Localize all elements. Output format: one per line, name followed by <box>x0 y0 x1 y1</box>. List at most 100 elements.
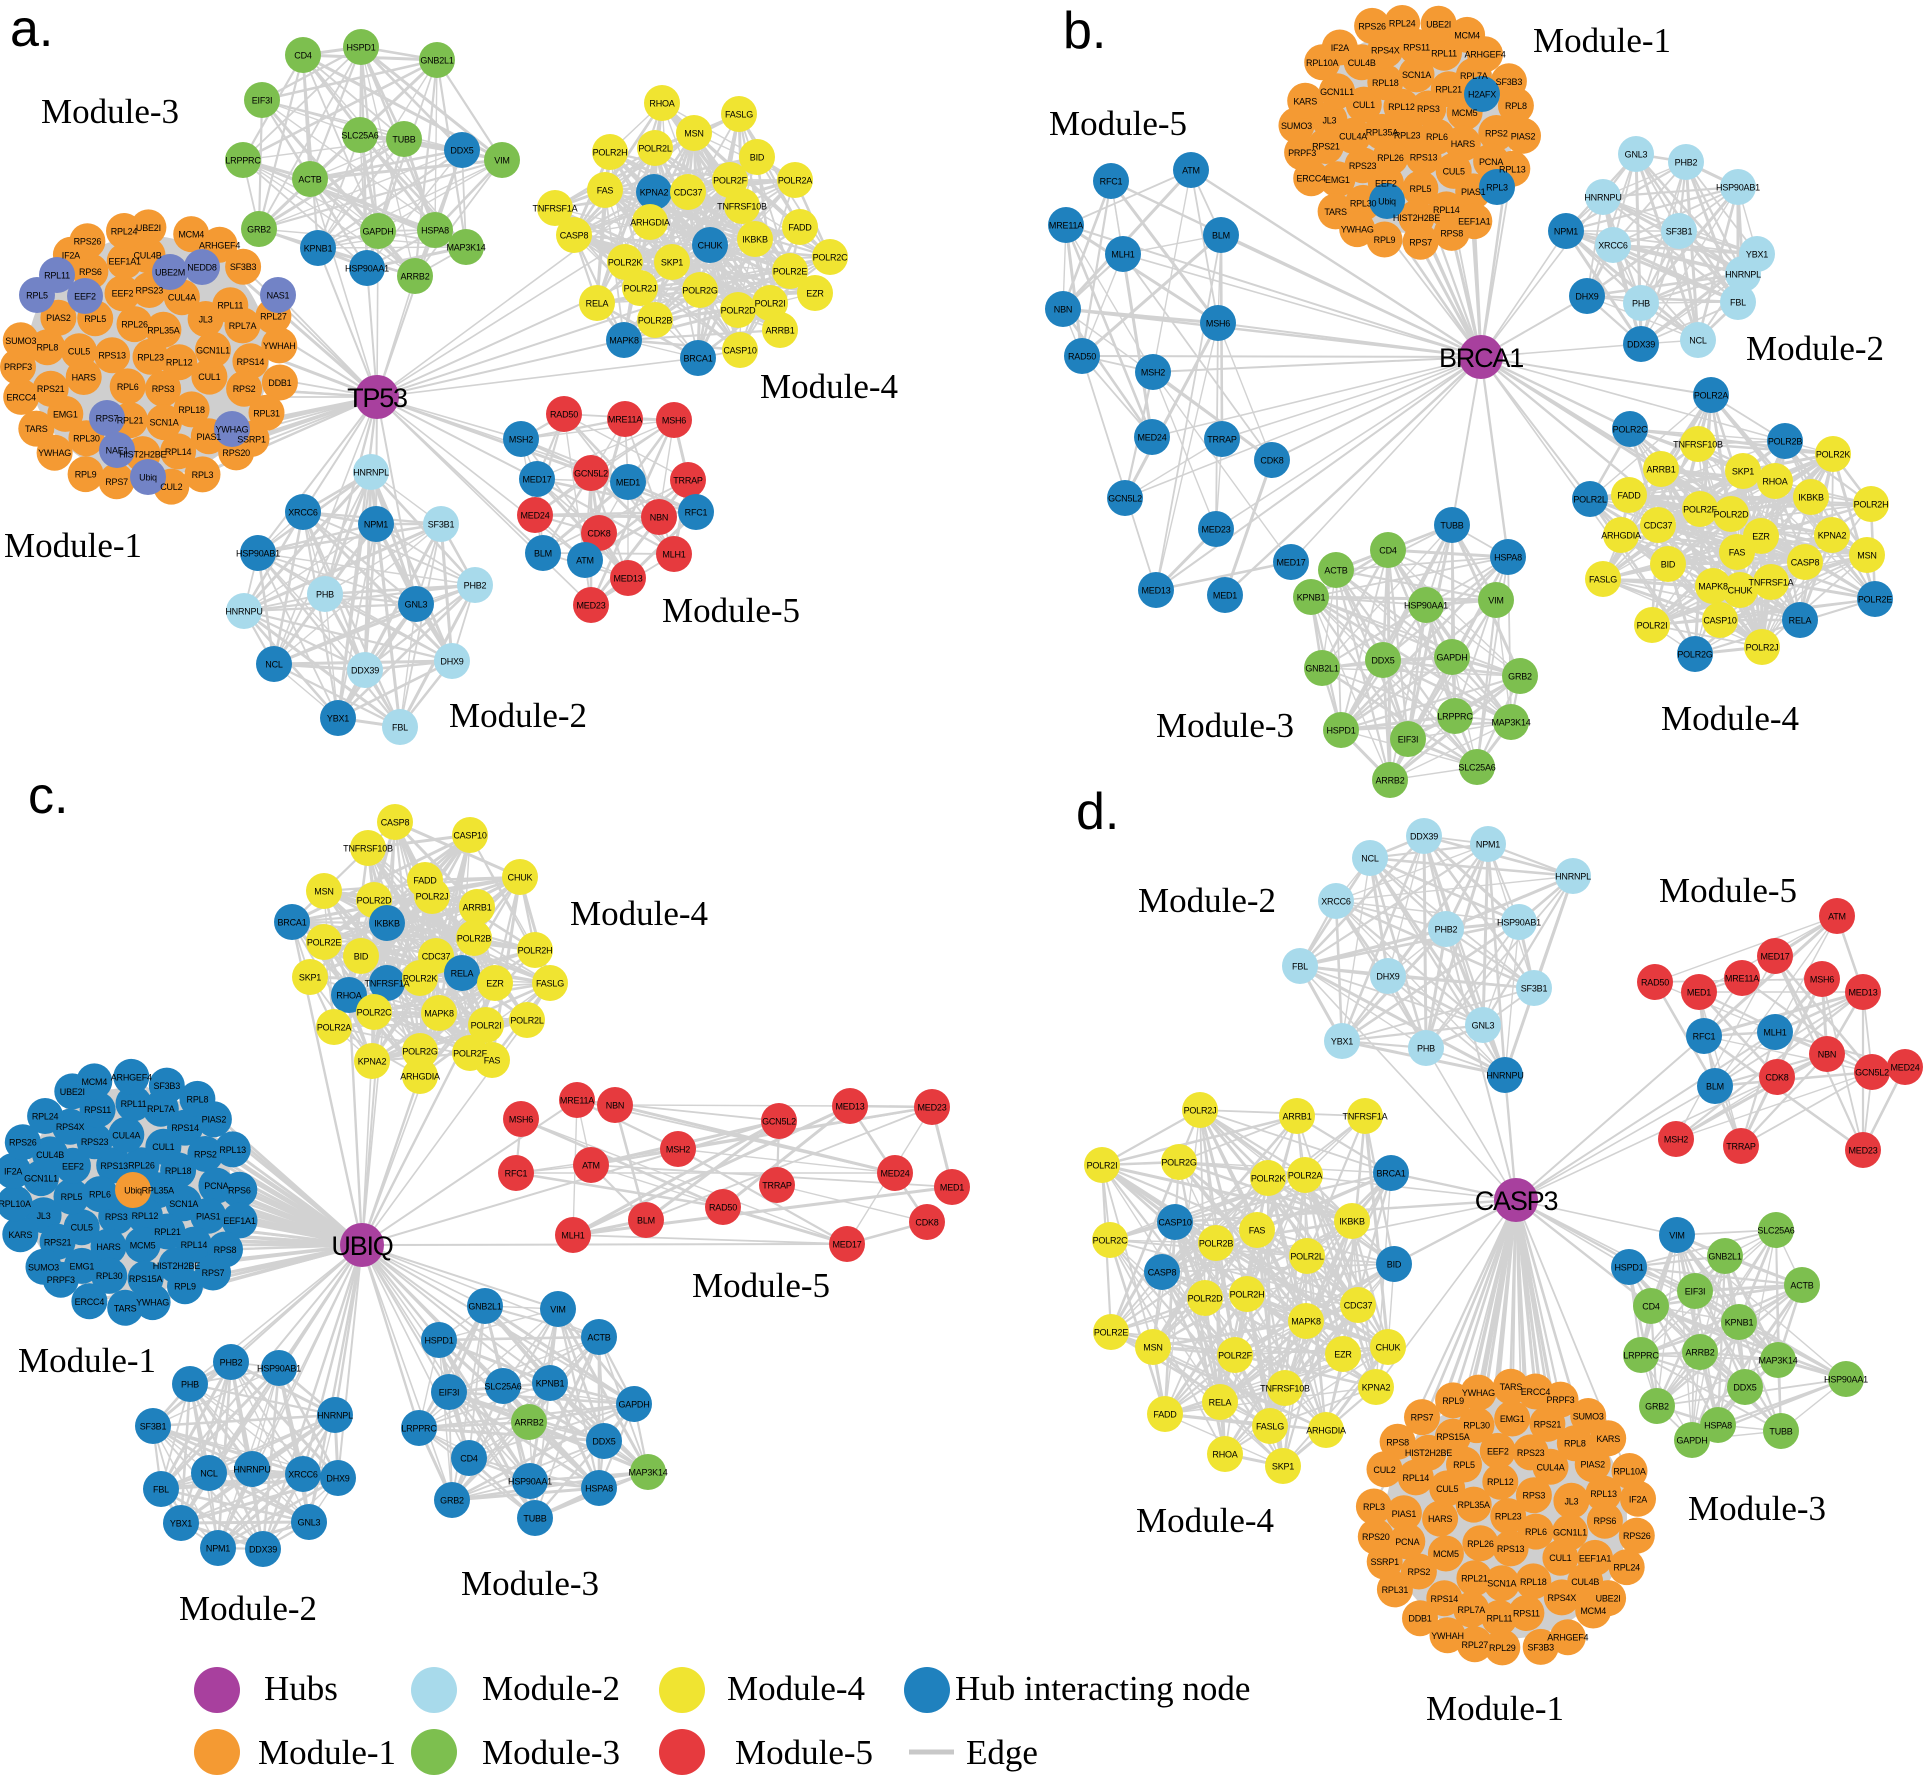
svg-text:RPS3: RPS3 <box>105 1212 128 1222</box>
svg-text:HSPD1: HSPD1 <box>1614 1263 1643 1273</box>
svg-text:TNFRSF10B: TNFRSF10B <box>717 202 767 212</box>
svg-text:VIM: VIM <box>494 156 509 166</box>
svg-text:MED17: MED17 <box>1276 558 1305 568</box>
svg-text:BID: BID <box>354 952 369 962</box>
svg-text:CDK8: CDK8 <box>1765 1073 1788 1083</box>
svg-text:MRE11A: MRE11A <box>1725 974 1759 984</box>
svg-text:SF3B1: SF3B1 <box>1666 227 1693 237</box>
svg-text:Edge: Edge <box>966 1733 1038 1772</box>
svg-text:VIM: VIM <box>550 1305 565 1315</box>
svg-text:ERCC4: ERCC4 <box>1521 1387 1551 1397</box>
svg-text:SCN1A: SCN1A <box>1487 1579 1516 1589</box>
svg-text:CUL4A: CUL4A <box>1339 131 1367 141</box>
svg-text:TNFRSF1A: TNFRSF1A <box>1749 578 1794 588</box>
svg-text:FADD: FADD <box>1617 491 1641 501</box>
svg-text:CUL4B: CUL4B <box>1348 58 1376 68</box>
svg-text:POLR2E: POLR2E <box>1094 1328 1129 1338</box>
svg-text:TNFRSF1A: TNFRSF1A <box>533 204 578 214</box>
svg-text:RPL26: RPL26 <box>1377 153 1404 163</box>
svg-text:RPL26: RPL26 <box>128 1161 155 1171</box>
svg-text:RPS26: RPS26 <box>9 1138 37 1148</box>
svg-text:POLR2H: POLR2H <box>593 148 628 158</box>
svg-text:IKBKB: IKBKB <box>742 235 768 245</box>
svg-text:POLR2C: POLR2C <box>1093 1236 1129 1246</box>
svg-text:TARS: TARS <box>1500 1382 1523 1392</box>
svg-text:EZR: EZR <box>806 289 824 299</box>
svg-text:SF3B3: SF3B3 <box>154 1081 181 1091</box>
svg-text:NAS1: NAS1 <box>267 291 290 301</box>
svg-text:ERCC4: ERCC4 <box>6 392 36 402</box>
svg-text:RPL6: RPL6 <box>1525 1527 1547 1537</box>
svg-text:TUBB: TUBB <box>523 1514 546 1524</box>
svg-text:CUL4A: CUL4A <box>112 1130 140 1140</box>
svg-text:HSP90AA1: HSP90AA1 <box>345 264 389 274</box>
svg-text:MED13: MED13 <box>1848 988 1877 998</box>
svg-text:YWHAH: YWHAH <box>1431 1631 1464 1641</box>
svg-text:POLR2G: POLR2G <box>1677 650 1713 660</box>
svg-text:RPS13: RPS13 <box>98 351 126 361</box>
svg-text:EEF1A1: EEF1A1 <box>1579 1553 1612 1563</box>
svg-text:POLR2H: POLR2H <box>1230 1290 1265 1300</box>
svg-text:HSPD1: HSPD1 <box>1326 726 1355 736</box>
svg-text:KARS: KARS <box>1293 96 1317 106</box>
svg-text:KPNA2: KPNA2 <box>1818 531 1847 541</box>
svg-text:RPL35A: RPL35A <box>1366 127 1399 137</box>
svg-text:CHUK: CHUK <box>1728 586 1753 596</box>
svg-text:GRB2: GRB2 <box>440 1496 464 1506</box>
svg-text:RHOA: RHOA <box>649 99 674 109</box>
svg-text:RHOA: RHOA <box>1212 1450 1237 1460</box>
svg-text:RAD50: RAD50 <box>1068 352 1096 362</box>
svg-text:RPS3: RPS3 <box>1523 1491 1546 1501</box>
svg-text:CASP10: CASP10 <box>1158 1218 1192 1228</box>
svg-text:Module-4: Module-4 <box>570 894 708 933</box>
svg-text:MSH6: MSH6 <box>509 1115 533 1125</box>
svg-text:KPNA2: KPNA2 <box>640 188 669 198</box>
svg-text:Module-3: Module-3 <box>1688 1489 1826 1528</box>
svg-text:SF3B3: SF3B3 <box>230 262 257 272</box>
svg-text:SCN1A: SCN1A <box>1402 70 1431 80</box>
svg-text:IKBKB: IKBKB <box>1798 493 1824 503</box>
svg-text:HNRNPL: HNRNPL <box>353 468 389 478</box>
svg-text:TUBB: TUBB <box>392 135 415 145</box>
svg-text:MED1: MED1 <box>1213 591 1237 601</box>
svg-text:POLR2L: POLR2L <box>638 144 672 154</box>
svg-text:HNRNPU: HNRNPU <box>1486 1071 1523 1081</box>
svg-text:NBN: NBN <box>1054 305 1072 315</box>
svg-text:SCN1A: SCN1A <box>169 1199 198 1209</box>
svg-text:ACTB: ACTB <box>1324 566 1347 576</box>
svg-text:IKBKB: IKBKB <box>374 919 400 929</box>
svg-text:MRE11A: MRE11A <box>560 1096 594 1106</box>
svg-text:CHUK: CHUK <box>508 873 533 883</box>
svg-text:EMG1: EMG1 <box>70 1261 95 1271</box>
svg-text:MCM4: MCM4 <box>178 230 204 240</box>
svg-text:RPS8: RPS8 <box>1386 1437 1409 1447</box>
svg-text:MCM5: MCM5 <box>1452 108 1478 118</box>
svg-text:MED17: MED17 <box>1760 952 1789 962</box>
svg-text:CHUK: CHUK <box>1376 1343 1401 1353</box>
svg-text:CDC37: CDC37 <box>422 952 451 962</box>
svg-text:Ubiq: Ubiq <box>139 473 157 483</box>
svg-text:EEF2: EEF2 <box>112 289 134 299</box>
svg-text:DDX39: DDX39 <box>1627 340 1655 350</box>
svg-text:MAP3K14: MAP3K14 <box>1491 718 1530 728</box>
svg-text:POLR2F: POLR2F <box>453 1049 488 1059</box>
svg-text:RPL13: RPL13 <box>1499 164 1526 174</box>
svg-text:EZR: EZR <box>486 979 504 989</box>
svg-text:RELA: RELA <box>1209 1398 1232 1408</box>
svg-text:YWHAH: YWHAH <box>263 341 296 351</box>
svg-text:RELA: RELA <box>451 969 474 979</box>
svg-text:EEF2: EEF2 <box>1375 179 1397 189</box>
svg-text:DDX5: DDX5 <box>450 146 473 156</box>
svg-text:EZR: EZR <box>1752 532 1770 542</box>
svg-text:JL3: JL3 <box>37 1211 51 1221</box>
svg-text:RHOA: RHOA <box>1762 477 1787 487</box>
svg-text:RPL14: RPL14 <box>165 447 192 457</box>
svg-text:ARHGEF4: ARHGEF4 <box>1547 1633 1588 1643</box>
svg-text:RPS26: RPS26 <box>1358 21 1386 31</box>
svg-text:POLR2E: POLR2E <box>773 267 808 277</box>
svg-text:RPL35A: RPL35A <box>1458 1500 1491 1510</box>
svg-text:MSH2: MSH2 <box>1664 1135 1688 1145</box>
svg-text:POLR2L: POLR2L <box>1290 1252 1324 1262</box>
svg-text:RPL30: RPL30 <box>73 434 100 444</box>
svg-text:PCNA: PCNA <box>1395 1537 1419 1547</box>
